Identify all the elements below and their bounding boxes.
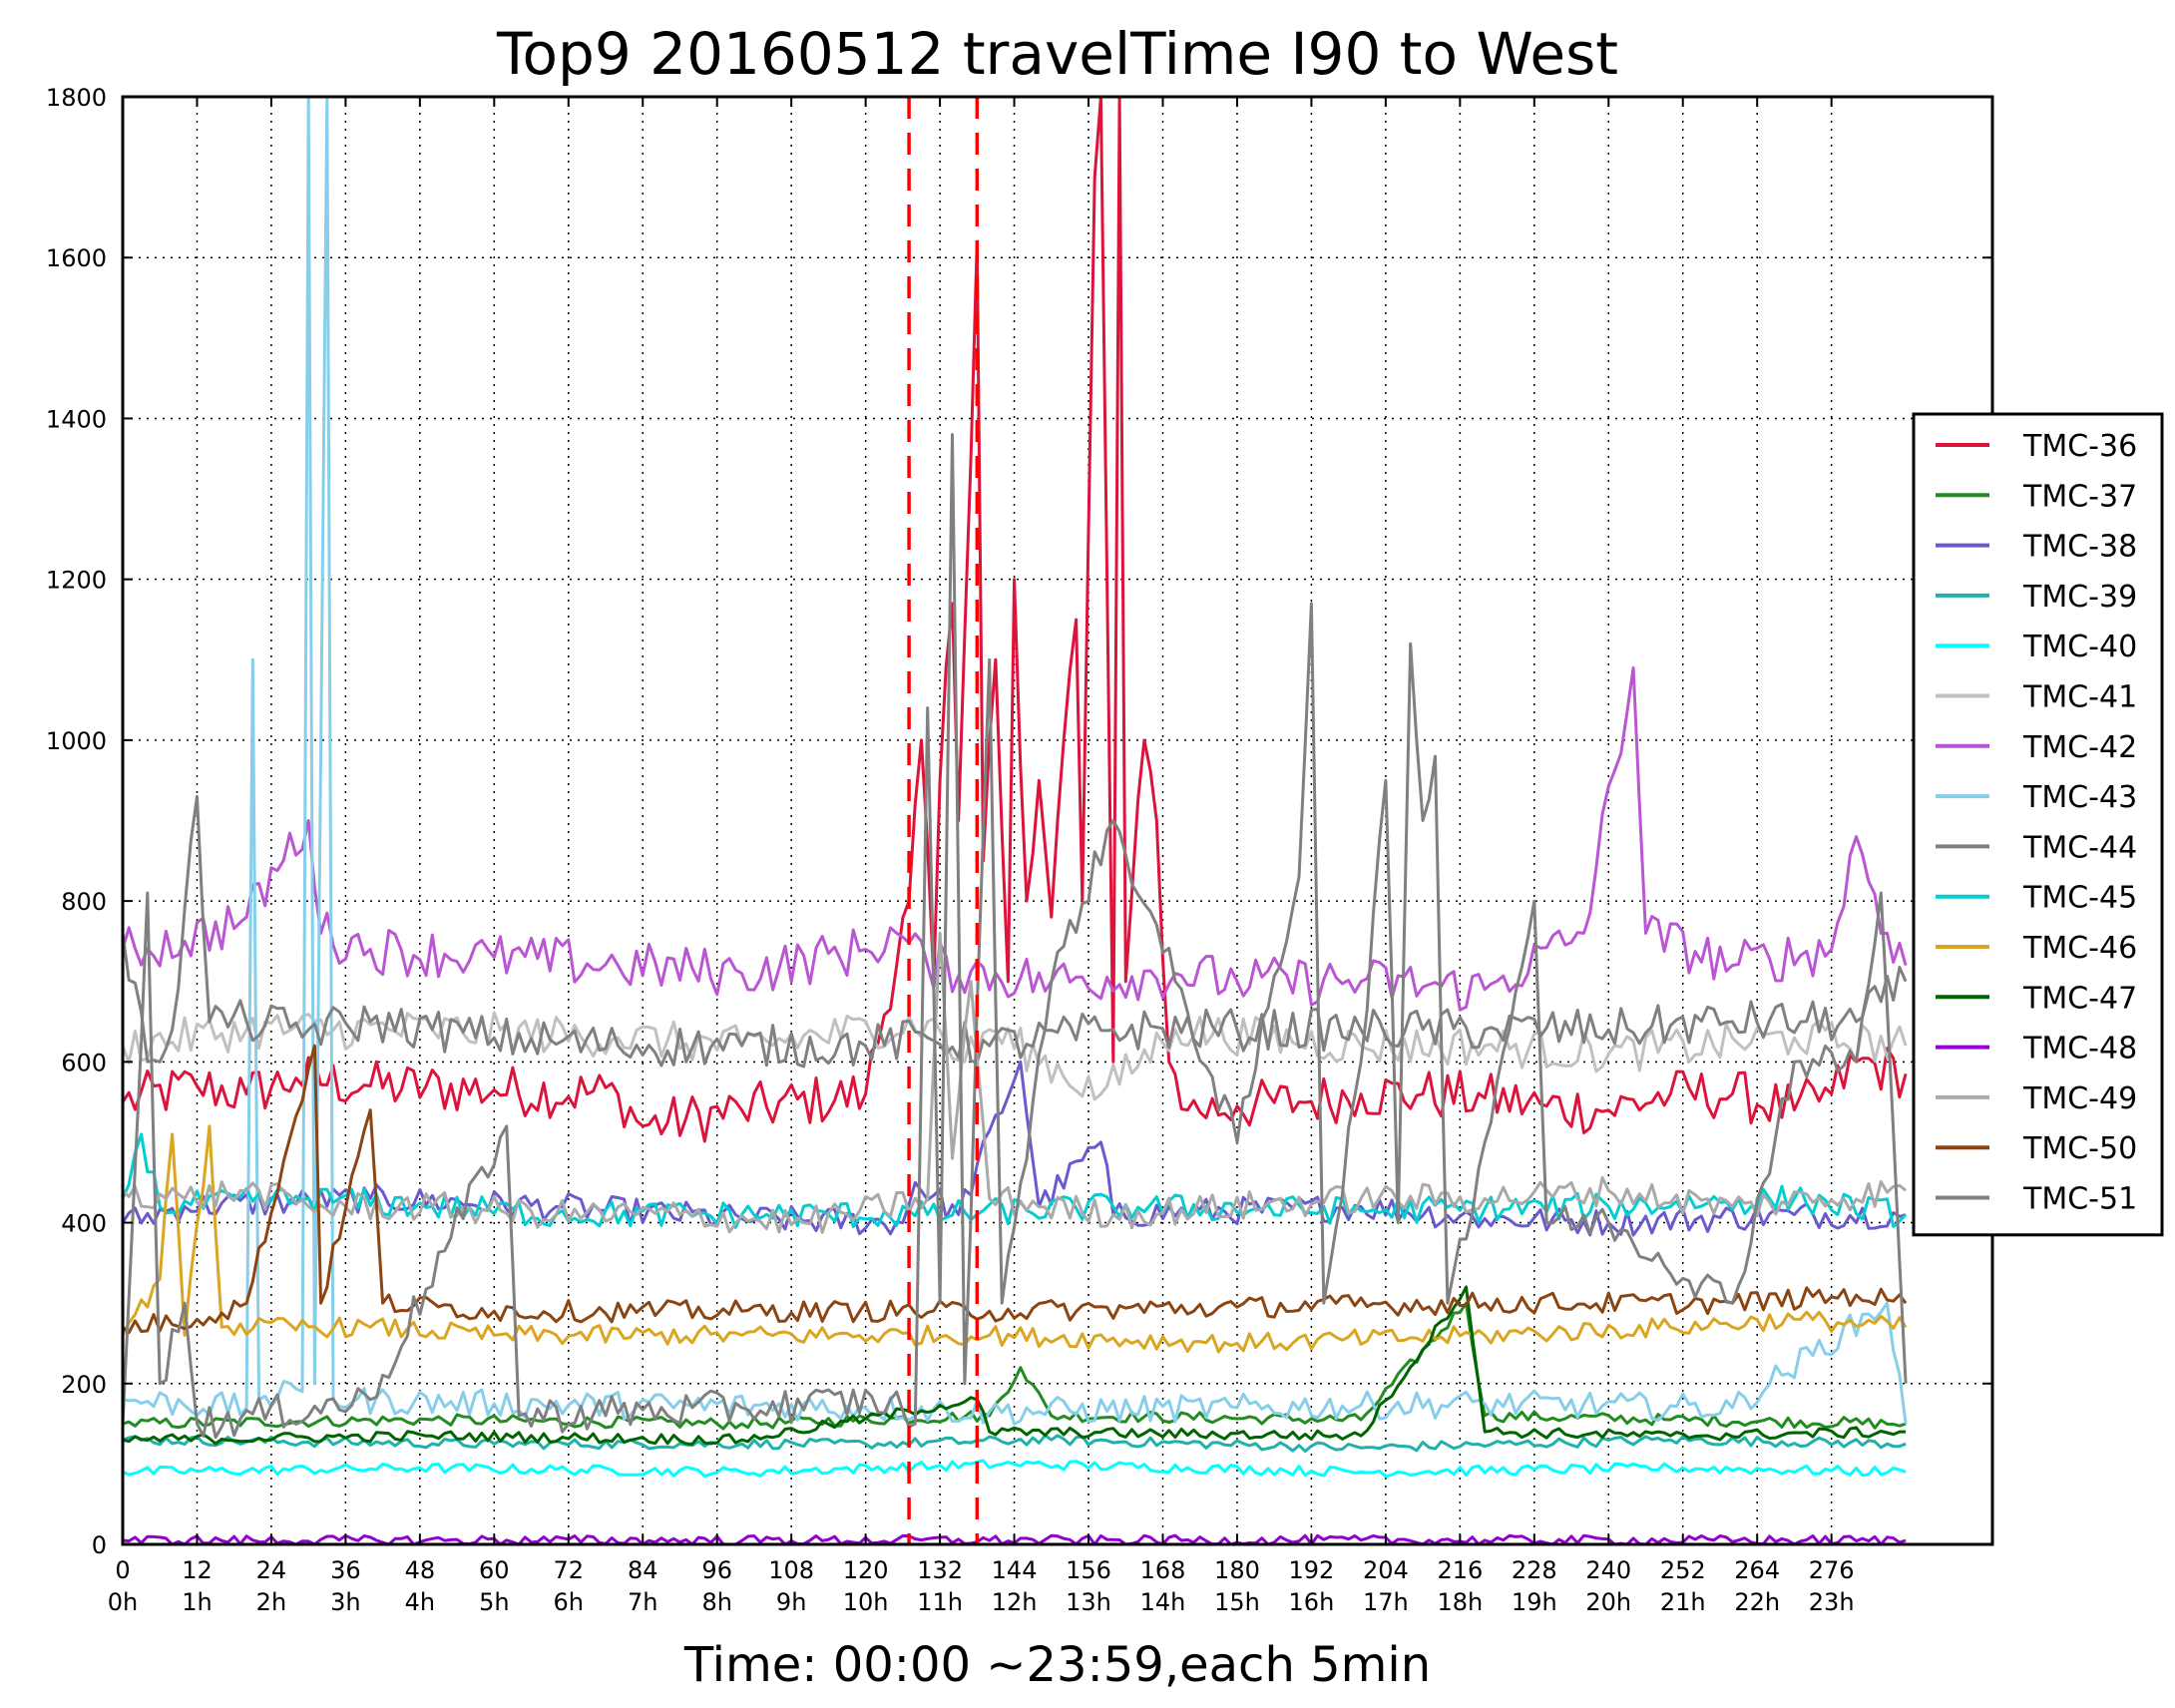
x-tick-label: 108 bbox=[768, 1556, 814, 1584]
vline-layer bbox=[907, 97, 980, 1544]
x-tick-label-hour: 15h bbox=[1214, 1588, 1260, 1616]
x-tick-label: 216 bbox=[1437, 1556, 1483, 1584]
x-tick-label: 144 bbox=[992, 1556, 1038, 1584]
legend-label: TMC-41 bbox=[2022, 680, 2137, 715]
y-tick-label: 0 bbox=[92, 1531, 107, 1559]
legend-label: TMC-38 bbox=[2022, 530, 2137, 565]
x-tick-label-hour: 8h bbox=[701, 1588, 731, 1616]
y-tick-label: 1000 bbox=[46, 727, 107, 755]
ticks: 0 0h 12 1h 24 2h 36 3h 48 4h 60 5h 72 6h 84 7h 96 8h 108 9h… bbox=[46, 84, 1992, 1616]
series-line-tmc-42 bbox=[121, 665, 1908, 1012]
x-tick-label-hour: 23h bbox=[1809, 1588, 1855, 1616]
legend-label: TMC-42 bbox=[2022, 730, 2137, 765]
x-tick-label: 276 bbox=[1809, 1556, 1855, 1584]
x-tick-label-hour: 11h bbox=[917, 1588, 963, 1616]
series-line-tmc-40 bbox=[122, 1459, 1907, 1479]
series-line-tmc-46 bbox=[121, 1124, 1908, 1354]
legend-label: TMC-44 bbox=[2022, 830, 2137, 865]
series-line-tmc-45 bbox=[121, 1132, 1908, 1229]
y-tick-label: 1200 bbox=[46, 567, 107, 595]
x-tick-label: 84 bbox=[628, 1556, 658, 1584]
legend-label: TMC-43 bbox=[2022, 780, 2137, 815]
x-tick-label: 264 bbox=[1734, 1556, 1780, 1584]
x-tick-label-hour: 18h bbox=[1437, 1588, 1483, 1616]
x-tick-label-hour: 13h bbox=[1066, 1588, 1111, 1616]
y-tick-label: 1600 bbox=[46, 244, 107, 272]
x-tick-label-hour: 14h bbox=[1140, 1588, 1186, 1616]
x-tick-label: 72 bbox=[554, 1556, 585, 1584]
x-tick-label-hour: 20h bbox=[1585, 1588, 1631, 1616]
x-tick-label-hour: 1h bbox=[182, 1588, 212, 1616]
chart-title: Top9 20160512 travelTime I90 to West bbox=[496, 20, 1618, 88]
x-tick-label: 96 bbox=[701, 1556, 732, 1584]
legend-label: TMC-45 bbox=[2022, 881, 2137, 916]
x-tick-label-hour: 3h bbox=[330, 1588, 360, 1616]
series-line-tmc-51 bbox=[121, 433, 1908, 1440]
legend-label: TMC-36 bbox=[2022, 429, 2137, 464]
legend-label: TMC-48 bbox=[2022, 1032, 2137, 1067]
x-tick-label: 24 bbox=[256, 1556, 287, 1584]
x-tick-label: 60 bbox=[479, 1556, 510, 1584]
x-tick-label-hour: 10h bbox=[843, 1588, 889, 1616]
x-tick-label-hour: 4h bbox=[405, 1588, 435, 1616]
x-tick-label: 228 bbox=[1512, 1556, 1557, 1584]
series-line-tmc-47 bbox=[122, 1285, 1907, 1446]
x-tick-label-hour: 19h bbox=[1512, 1588, 1557, 1616]
series-line-tmc-50 bbox=[122, 1044, 1908, 1335]
x-tick-label: 252 bbox=[1660, 1556, 1706, 1584]
x-tick-label: 132 bbox=[917, 1556, 963, 1584]
x-axis-label: Time: 00:00 ~23:59,each 5min bbox=[683, 1637, 1431, 1693]
x-tick-label-hour: 21h bbox=[1660, 1588, 1706, 1616]
legend-label: TMC-39 bbox=[2022, 580, 2137, 615]
x-tick-label-hour: 22h bbox=[1734, 1588, 1780, 1616]
y-tick-label: 400 bbox=[61, 1210, 107, 1238]
x-tick-label-hour: 6h bbox=[554, 1588, 584, 1616]
y-tick-label: 1400 bbox=[46, 405, 107, 433]
series-line-tmc-36 bbox=[121, 95, 1908, 1143]
legend-label: TMC-37 bbox=[2022, 479, 2137, 514]
x-tick-label-hour: 2h bbox=[256, 1588, 286, 1616]
series-line-tmc-37 bbox=[122, 1301, 1907, 1431]
x-tick-label: 12 bbox=[182, 1556, 213, 1584]
legend-label: TMC-50 bbox=[2022, 1131, 2137, 1166]
x-tick-label: 180 bbox=[1214, 1556, 1260, 1584]
series-line-tmc-43 bbox=[122, 95, 1908, 1426]
x-tick-label-hour: 16h bbox=[1289, 1588, 1335, 1616]
x-tick-label: 168 bbox=[1140, 1556, 1186, 1584]
x-tick-label-hour: 5h bbox=[479, 1588, 509, 1616]
series-line-tmc-49 bbox=[121, 931, 1908, 1234]
x-tick-label-hour: 12h bbox=[992, 1588, 1038, 1616]
series-line-tmc-39 bbox=[122, 1434, 1907, 1454]
x-tick-label: 48 bbox=[405, 1556, 436, 1584]
legend-label: TMC-46 bbox=[2022, 931, 2137, 966]
legend-label: TMC-49 bbox=[2022, 1081, 2137, 1116]
x-tick-label: 36 bbox=[330, 1556, 361, 1584]
series-line-tmc-44 bbox=[121, 794, 1908, 1068]
x-tick-label: 204 bbox=[1363, 1556, 1409, 1584]
x-tick-label: 0 bbox=[115, 1556, 130, 1584]
y-tick-label: 200 bbox=[61, 1371, 107, 1399]
x-tick-label-hour: 0h bbox=[108, 1588, 138, 1616]
y-tick-label: 600 bbox=[61, 1049, 107, 1076]
y-tick-label: 1800 bbox=[46, 84, 107, 112]
x-tick-label: 240 bbox=[1585, 1556, 1631, 1584]
x-tick-label-hour: 7h bbox=[628, 1588, 657, 1616]
legend-label: TMC-40 bbox=[2022, 630, 2137, 664]
legend: TMC-36 TMC-37 TMC-38 TMC-39 TMC-40 TMC-41 TMC-… bbox=[1912, 412, 2164, 1237]
x-tick-label: 192 bbox=[1289, 1556, 1335, 1584]
legend-label: TMC-47 bbox=[2022, 981, 2137, 1016]
y-tick-label: 800 bbox=[61, 888, 107, 916]
x-tick-label-hour: 9h bbox=[776, 1588, 806, 1616]
x-tick-label: 120 bbox=[843, 1556, 889, 1584]
x-tick-label: 156 bbox=[1066, 1556, 1111, 1584]
x-tick-label-hour: 17h bbox=[1363, 1588, 1409, 1616]
legend-label: TMC-51 bbox=[2022, 1182, 2137, 1217]
